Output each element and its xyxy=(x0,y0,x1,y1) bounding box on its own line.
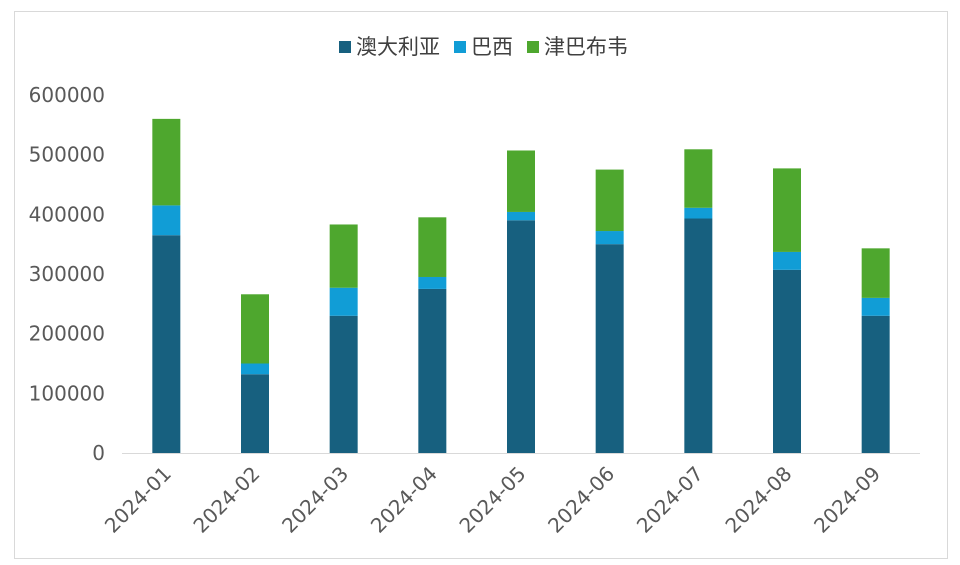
y-tick-label: 0 xyxy=(92,441,105,465)
bar-2024-09-series-0 xyxy=(861,315,890,453)
bar-2024-04-series-1 xyxy=(418,276,447,289)
legend-label-0: 澳大利亚 xyxy=(356,35,440,59)
y-tick-label: 200000 xyxy=(29,322,105,346)
bar-2024-08-series-1 xyxy=(773,251,801,270)
y-tick-label: 500000 xyxy=(29,143,105,167)
x-axis: 2024-01 2024-02 2024-03 2024-04 2024-05 2024-… xyxy=(100,453,920,538)
bar-2024-01-series-1 xyxy=(152,205,181,236)
bar-2024-07-series-0 xyxy=(684,218,713,453)
bar-2024-08-series-0 xyxy=(773,269,801,453)
bar-2024-09-series-2 xyxy=(861,248,890,298)
bar-2024-06-series-0 xyxy=(595,244,624,453)
bar-2024-03-series-0 xyxy=(329,315,358,453)
bar-2024-06-series-2 xyxy=(595,169,624,232)
y-tick-label: 300000 xyxy=(29,262,105,286)
bar-2024-05-series-1 xyxy=(507,211,535,221)
bar-2024-02-series-1 xyxy=(241,363,269,375)
x-tick-label: 2024-05 xyxy=(454,462,530,538)
bar-2024-03-series-1 xyxy=(329,287,358,316)
bar-2024-04-series-0 xyxy=(418,288,447,453)
bar-2024-04-series-2 xyxy=(418,217,447,277)
legend: 澳大利亚 巴西 津巴布韦 xyxy=(339,35,628,59)
bar-2024-07-series-2 xyxy=(684,149,713,208)
bar-2024-08-series-2 xyxy=(773,168,801,252)
bar-2024-02-series-2 xyxy=(241,294,269,364)
x-tick-label: 2024-07 xyxy=(632,462,708,538)
legend-swatch-1 xyxy=(454,41,466,53)
y-tick-label: 400000 xyxy=(29,202,105,226)
x-tick-label: 2024-04 xyxy=(366,462,442,538)
x-tick-label: 2024-03 xyxy=(277,462,353,538)
bar-2024-05-series-0 xyxy=(507,220,535,453)
bar-2024-03-series-2 xyxy=(329,224,358,288)
legend-label-2: 津巴布韦 xyxy=(544,35,628,59)
bar-2024-05-series-2 xyxy=(507,150,535,212)
y-axis: 0 100000 200000 300000 400000 500000 600000 xyxy=(29,83,105,465)
x-tick-label: 2024-08 xyxy=(720,462,796,538)
x-tick-label: 2024-06 xyxy=(543,462,619,538)
legend-label-1: 巴西 xyxy=(471,35,513,59)
y-tick-label: 600000 xyxy=(29,83,105,107)
legend-swatch-0 xyxy=(339,41,351,53)
y-tick-label: 100000 xyxy=(29,381,105,405)
x-tick-label: 2024-01 xyxy=(100,462,176,538)
bar-2024-09-series-1 xyxy=(861,297,890,316)
x-tick-label: 2024-02 xyxy=(188,462,264,538)
bar-2024-01-series-0 xyxy=(152,235,181,453)
bars xyxy=(152,118,890,453)
bar-2024-01-series-2 xyxy=(152,118,181,206)
x-tick-label: 2024-09 xyxy=(809,462,885,538)
bar-2024-06-series-1 xyxy=(595,231,624,245)
bar-2024-07-series-1 xyxy=(684,207,713,219)
bar-2024-02-series-0 xyxy=(241,374,269,453)
legend-swatch-2 xyxy=(527,41,539,53)
